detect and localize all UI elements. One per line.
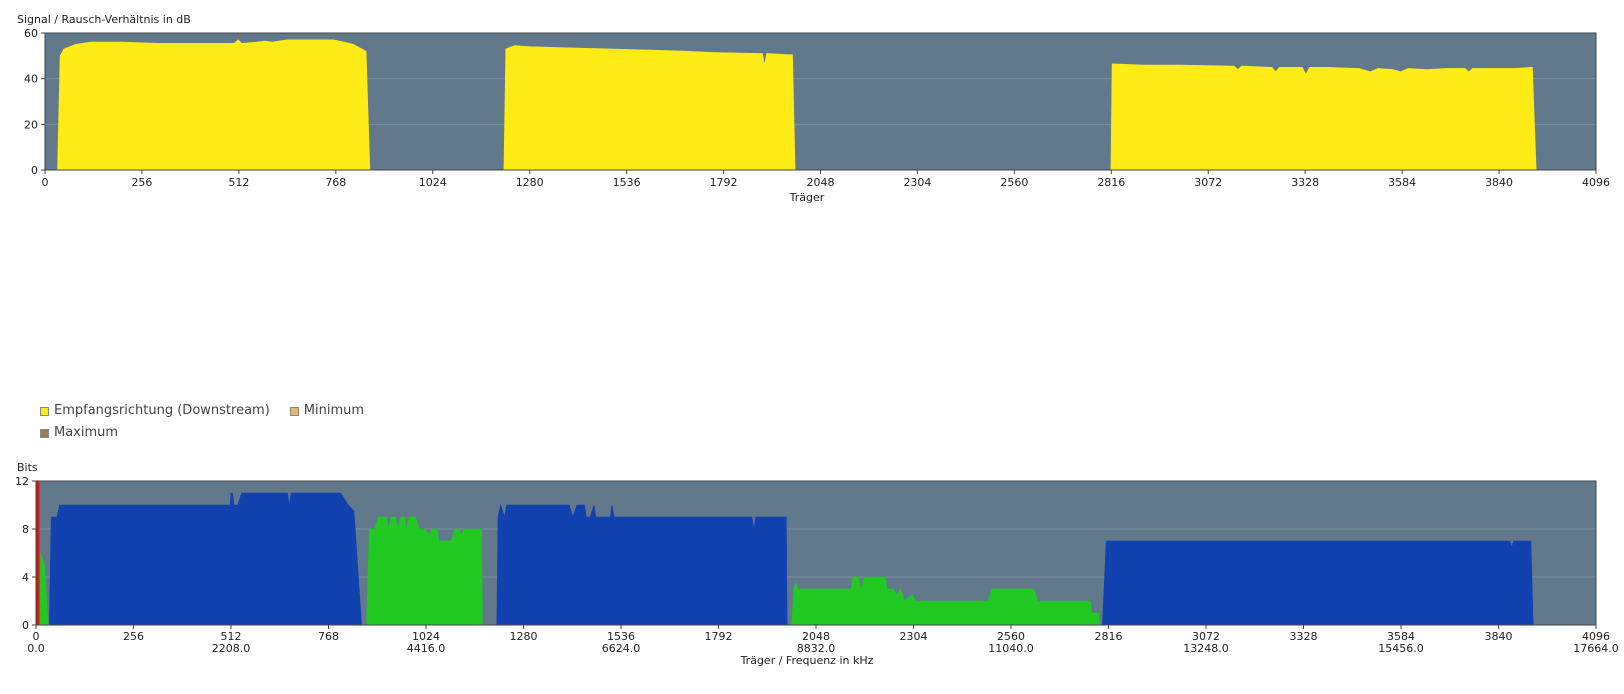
bits-x-tick-label: 1536: [607, 630, 635, 643]
legend-swatch-downstream: [40, 406, 49, 416]
bits-x-tick-label: 2816: [1095, 630, 1123, 643]
snr-x-tick-label: 3072: [1194, 176, 1222, 189]
snr-x-tick-label: 2304: [903, 176, 931, 189]
snr-x-axis-label: Träger: [789, 191, 825, 204]
snr-x-tick-label: 4096: [1582, 176, 1610, 189]
snr-x-tick-label: 3840: [1485, 176, 1513, 189]
bits-series-1-area-2: [791, 576, 1101, 626]
bits-series-2-area-0: [48, 492, 362, 626]
chart-legend: Empfangsrichtung (Downstream) Minimum Ma…: [40, 400, 384, 444]
snr-x-tick-label: 3328: [1291, 176, 1319, 189]
bits-chart-title: Bits: [17, 461, 38, 474]
legend-label-minimum: Minimum: [303, 403, 365, 418]
bits-x-freq-label: 11040.0: [988, 642, 1034, 655]
bits-x-freq-label: 6624.0: [602, 642, 641, 655]
bits-series-2-area-1: [496, 503, 788, 626]
snr-x-tick-label: 0: [42, 176, 49, 189]
bits-x-tick-label: 768: [318, 630, 339, 643]
legend-label-maximum: Maximum: [54, 425, 119, 440]
snr-x-tick-label: 1280: [516, 176, 544, 189]
legend-item-minimum[interactable]: Minimum: [289, 400, 365, 422]
bits-x-tick-label: 2560: [997, 630, 1025, 643]
bits-y-tick-label: 12: [15, 475, 29, 488]
bits-x-tick-label: 1024: [412, 630, 440, 643]
snr-x-tick-label: 2816: [1097, 176, 1125, 189]
snr-x-tick-label: 256: [131, 176, 152, 189]
legend-row: Maximum: [40, 422, 384, 444]
bits-x-freq-label: 4416.0: [407, 642, 446, 655]
snr-chart-title: Signal / Rausch-Verhältnis in dB: [17, 13, 191, 26]
legend-swatch-minimum: [289, 406, 299, 416]
snr-y-tick-label: 60: [24, 27, 38, 40]
bits-x-freq-label: 0.0: [27, 642, 45, 655]
snr-series-0-area-2: [1110, 63, 1537, 171]
snr-data-layer: 0 20 40 60 0 256 512 768 1024 1280 1536 1792 2048 230…: [24, 27, 1610, 189]
legend-item-maximum[interactable]: Maximum: [40, 422, 118, 444]
snr-series-0-area-0: [57, 39, 371, 171]
bits-y-tick-label: 4: [22, 571, 29, 584]
snr-x-tick-label: 768: [325, 176, 346, 189]
bits-x-tick-label: 0: [33, 630, 40, 643]
snr-x-tick-label: 512: [228, 176, 249, 189]
bits-x-tick-label: 3584: [1387, 630, 1415, 643]
bits-x-tick-label: 2304: [900, 630, 928, 643]
snr-y-tick-label: 0: [31, 164, 38, 177]
legend-swatch-maximum: [40, 428, 49, 438]
bits-series-1-area-1: [366, 516, 483, 626]
bits-x-tick-label: 2048: [802, 630, 830, 643]
snr-x-tick-label: 1792: [710, 176, 738, 189]
snr-y-tick-label: 20: [24, 118, 38, 131]
bits-y-tick-label: 0: [22, 619, 29, 632]
snr-series-0-area-1: [503, 45, 796, 171]
bits-x-freq-label: 13248.0: [1183, 642, 1229, 655]
bits-x-tick-label: 3072: [1192, 630, 1220, 643]
snr-x-tick-label: 2560: [1000, 176, 1028, 189]
bits-x-tick-label: 256: [123, 630, 144, 643]
snr-y-tick-label: 40: [24, 73, 38, 86]
legend-label-downstream: Empfangsrichtung (Downstream): [54, 403, 270, 418]
bits-x-tick-label: 512: [221, 630, 242, 643]
bits-x-freq-label: 15456.0: [1378, 642, 1424, 655]
legend-row: Empfangsrichtung (Downstream) Minimum: [40, 400, 384, 422]
snr-x-tick-label: 1536: [613, 176, 641, 189]
bits-x-tick-label: 1280: [510, 630, 538, 643]
bits-data-layer: 0 4 8 12 0 256 512 768 1024 1280 1536 1792 2048 2304 2…: [15, 475, 1619, 655]
bits-x-freq-label: 17664.0: [1573, 642, 1619, 655]
bits-x-axis-label: Träger / Frequenz in kHz: [740, 654, 874, 667]
snr-x-tick-label: 3584: [1388, 176, 1416, 189]
bits-series-2-area-2: [1102, 540, 1534, 626]
snr-x-tick-label: 2048: [807, 176, 835, 189]
bits-y-tick-label: 8: [22, 523, 29, 536]
legend-item-downstream[interactable]: Empfangsrichtung (Downstream): [40, 400, 270, 422]
bits-x-tick-label: 3328: [1290, 630, 1318, 643]
bits-x-tick-label: 3840: [1485, 630, 1513, 643]
bits-x-freq-label: 2208.0: [212, 642, 251, 655]
snr-x-tick-label: 1024: [419, 176, 447, 189]
bits-x-tick-label: 4096: [1582, 630, 1610, 643]
bits-x-freq-label: 8832.0: [797, 642, 836, 655]
bits-x-tick-label: 1792: [705, 630, 733, 643]
